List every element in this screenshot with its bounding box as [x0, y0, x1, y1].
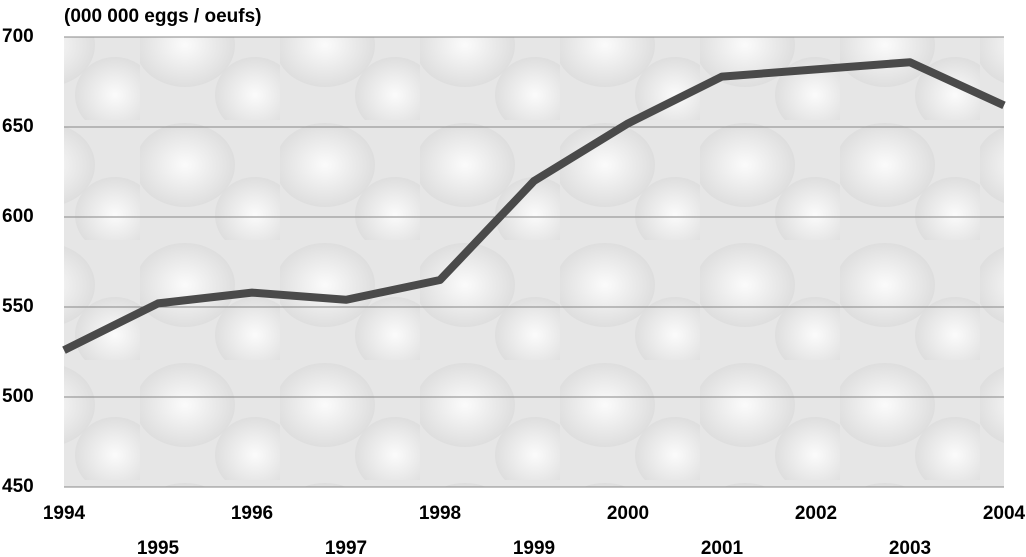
x-tick-label: 1997 [325, 538, 367, 557]
y-tick-label: 450 [2, 476, 34, 497]
y-tick-label: 600 [2, 206, 34, 227]
x-tick-label: 2000 [607, 503, 649, 524]
y-tick-label: 550 [2, 296, 34, 317]
x-tick-label: 2003 [889, 538, 931, 557]
x-tick-label: 2002 [795, 503, 837, 524]
data-line [62, 58, 1006, 354]
x-tick-label: 1999 [513, 538, 555, 557]
plot-background [64, 37, 1004, 487]
x-tick-label: 1996 [231, 503, 273, 524]
x-tick-label: 2001 [701, 538, 744, 557]
y-tick-label: 700 [2, 26, 34, 47]
y-tick-label: 650 [2, 116, 34, 137]
x-tick-label: 1994 [43, 503, 86, 524]
chart-title: (000 000 eggs / oeufs) [64, 6, 261, 27]
x-tick-label: 2004 [983, 503, 1026, 524]
y-tick-label: 500 [2, 386, 34, 407]
x-tick-label: 1995 [137, 538, 180, 557]
x-tick-label: 1998 [419, 503, 461, 524]
